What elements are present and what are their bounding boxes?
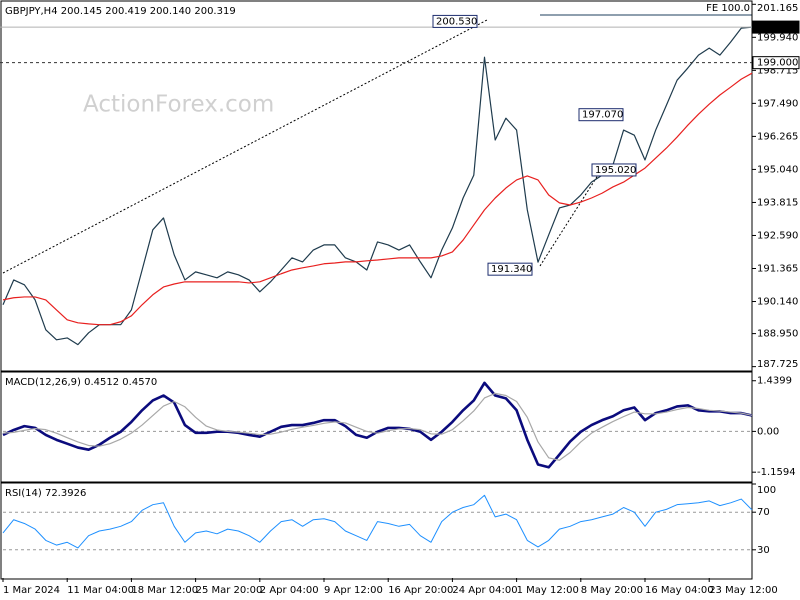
annotation-box bbox=[432, 14, 478, 28]
x-tick-label: 16 Apr 20:00 bbox=[388, 585, 453, 596]
trend-line bbox=[539, 171, 601, 267]
price-label-box bbox=[752, 20, 800, 34]
panel-title: RSI(14) 72.3926 bbox=[5, 488, 86, 499]
y-tick-label: 70 bbox=[757, 507, 770, 518]
y-tick-label: 30 bbox=[757, 545, 770, 556]
annotation-label: 195.020 bbox=[595, 165, 636, 176]
panel-frame bbox=[0, 482, 753, 580]
fe-label: FE 100.0 bbox=[706, 3, 750, 14]
panel-title: GBPJPY,H4 200.145 200.419 200.140 200.31… bbox=[5, 6, 236, 17]
watermark: ActionForex.com bbox=[83, 92, 274, 118]
y-tick-label: 190.140 bbox=[757, 297, 798, 308]
y-tick-label: 187.725 bbox=[757, 359, 798, 370]
x-tick-label: 18 Mar 12:00 bbox=[131, 585, 198, 596]
panel-frame bbox=[0, 371, 753, 483]
y-tick-label: 199.940 bbox=[757, 32, 798, 43]
price-label-box bbox=[752, 56, 800, 70]
panel-title: MACD(12,26,9) 0.4512 0.4570 bbox=[5, 377, 157, 388]
y-tick-label: 193.815 bbox=[757, 197, 798, 208]
x-tick-label: 9 Apr 12:00 bbox=[324, 585, 383, 596]
series-line bbox=[2, 26, 753, 346]
x-tick-label: 25 Mar 20:00 bbox=[196, 585, 263, 596]
x-tick-label: 1 Mar 2024 bbox=[3, 585, 60, 596]
annotation-label: 197.070 bbox=[582, 110, 623, 121]
x-tick-label: 24 Apr 04:00 bbox=[452, 585, 517, 596]
series-line bbox=[2, 392, 753, 461]
y-tick-label: 188.950 bbox=[757, 329, 798, 340]
y-tick-label: 196.265 bbox=[757, 131, 798, 142]
annotation-box bbox=[578, 108, 624, 122]
annotation-label: 200.530 bbox=[436, 16, 477, 27]
y-tick-label: -1.1594 bbox=[757, 467, 796, 478]
x-tick-label: 16 May 04:00 bbox=[645, 585, 714, 596]
y-tick-label: 197.490 bbox=[757, 98, 798, 109]
annotation-box bbox=[591, 163, 637, 177]
x-tick-label: 2 Apr 04:00 bbox=[260, 585, 319, 596]
panel-frame bbox=[0, 0, 753, 372]
annotation-box bbox=[487, 262, 533, 276]
x-tick-label: 1 May 12:00 bbox=[517, 585, 579, 596]
trend-line bbox=[2, 19, 488, 274]
series-line bbox=[2, 494, 753, 549]
series-line bbox=[2, 381, 753, 469]
x-tick-label: 8 May 20:00 bbox=[581, 585, 643, 596]
y-tick-label: 100 bbox=[757, 485, 776, 496]
price-label: 199.000 bbox=[757, 58, 798, 69]
y-tick-label: 0.00 bbox=[757, 426, 779, 437]
x-tick-label: 11 Mar 04:00 bbox=[67, 585, 134, 596]
y-tick-label: 191.365 bbox=[757, 263, 798, 274]
y-tick-label: 195.040 bbox=[757, 164, 798, 175]
y-tick-label: 201.165 bbox=[757, 3, 798, 14]
y-tick-label: 192.590 bbox=[757, 230, 798, 241]
y-tick-label: 1.4399 bbox=[757, 376, 792, 387]
price-label: 200.319 bbox=[757, 22, 798, 33]
series-line bbox=[2, 72, 753, 326]
x-tick-label: 23 May 12:00 bbox=[709, 585, 778, 596]
y-tick-label: 198.715 bbox=[757, 65, 798, 76]
annotation-label: 191.340 bbox=[491, 264, 532, 275]
